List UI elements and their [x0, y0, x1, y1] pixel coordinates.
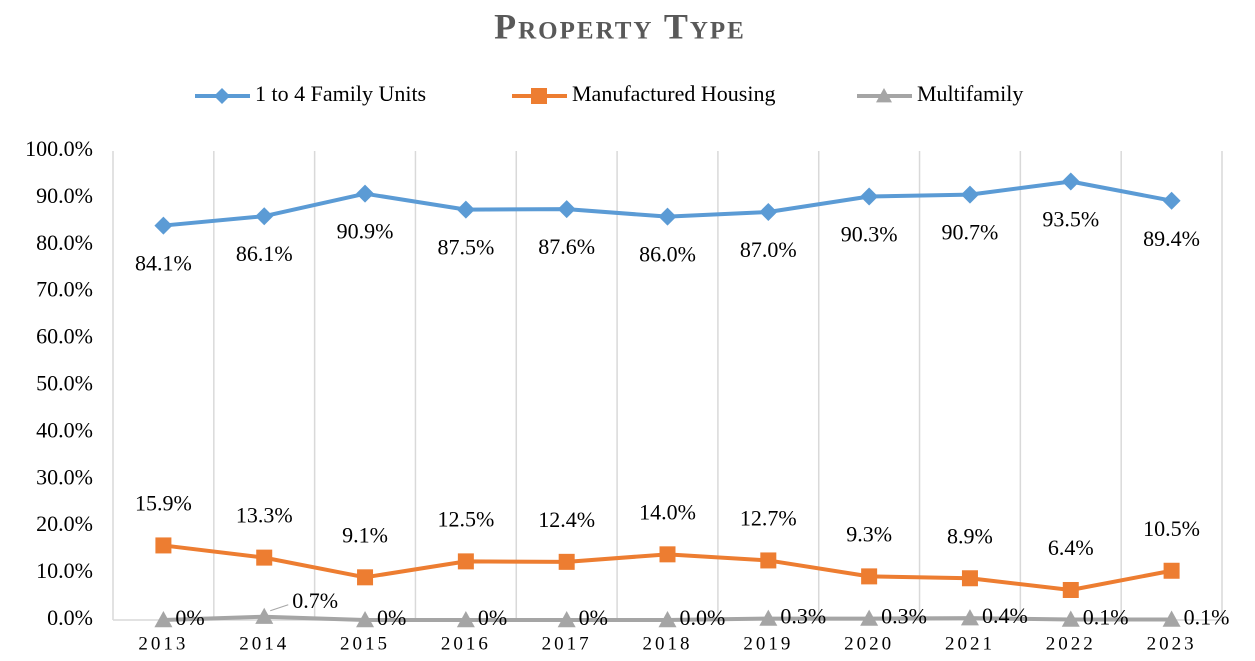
data-label: 84.1% [135, 251, 192, 276]
data-point [1062, 581, 1079, 598]
data-point [356, 184, 375, 203]
x-tick-label: 2020 [844, 633, 894, 654]
data-label: 0% [478, 605, 507, 630]
data-label: 13.3% [236, 503, 293, 528]
data-point [1162, 610, 1181, 627]
data-point [861, 568, 878, 585]
legend-label: Manufactured Housing [572, 81, 775, 106]
data-point [255, 607, 274, 624]
data-point [759, 609, 778, 626]
data-point [456, 200, 475, 219]
y-tick-label: 40.0% [36, 417, 93, 442]
data-label: 90.3% [841, 222, 898, 247]
legend-marker [876, 88, 892, 103]
x-tick-label: 2016 [441, 633, 491, 654]
data-label: 0% [175, 605, 204, 630]
legend-label: Multifamily [917, 81, 1023, 106]
data-label: 12.7% [740, 505, 797, 530]
data-label: 0.0% [680, 605, 726, 630]
data-label: 0.1% [1083, 605, 1129, 630]
data-point [356, 611, 375, 628]
data-point [960, 609, 979, 626]
data-point [658, 207, 677, 226]
x-tick-label: 2015 [340, 633, 390, 654]
data-label: 0.3% [881, 604, 927, 629]
leader-line [270, 604, 289, 612]
data-label: 90.7% [942, 220, 999, 245]
data-label: 87.5% [437, 235, 494, 260]
data-point [961, 570, 978, 587]
x-tick-label: 2019 [743, 633, 793, 654]
data-label: 86.0% [639, 242, 696, 267]
legend-label: 1 to 4 Family Units [255, 81, 426, 106]
data-point [658, 611, 677, 628]
data-point [1061, 610, 1080, 627]
legend-marker [531, 88, 547, 104]
data-label: 89.4% [1143, 226, 1200, 251]
x-tick-label: 2014 [239, 633, 289, 654]
data-label: 0.7% [292, 588, 338, 613]
data-label: 14.0% [639, 499, 696, 524]
y-tick-label: 60.0% [36, 324, 93, 349]
x-tick-label: 2018 [643, 633, 693, 654]
data-point [860, 187, 879, 206]
y-tick-label: 50.0% [36, 371, 93, 396]
y-tick-label: 70.0% [36, 277, 93, 302]
data-point [456, 611, 475, 628]
data-label: 93.5% [1042, 207, 1099, 232]
data-point [1162, 191, 1181, 210]
data-point [557, 200, 576, 219]
data-point [155, 537, 172, 554]
data-label: 9.3% [846, 521, 892, 546]
data-point [659, 546, 676, 563]
data-label: 0% [377, 605, 406, 630]
data-point [1061, 172, 1080, 191]
x-tick-label: 2023 [1147, 633, 1197, 654]
data-point [255, 207, 274, 226]
data-point [960, 185, 979, 204]
data-label: 9.1% [342, 522, 388, 547]
y-tick-label: 30.0% [36, 464, 93, 489]
y-tick-label: 90.0% [36, 183, 93, 208]
data-label: 87.6% [538, 234, 595, 259]
data-label: 90.9% [337, 219, 394, 244]
x-tick-label: 2013 [138, 633, 188, 654]
data-label: 0.1% [1184, 605, 1230, 630]
y-tick-label: 10.0% [36, 558, 93, 583]
data-label: 86.1% [236, 241, 293, 266]
y-tick-label: 100.0% [25, 136, 93, 161]
data-point [558, 553, 575, 570]
data-point [457, 553, 474, 570]
data-label: 12.5% [437, 506, 494, 531]
data-label: 6.4% [1048, 535, 1094, 560]
y-tick-label: 80.0% [36, 230, 93, 255]
chart-title: Property Type [494, 6, 746, 46]
data-label: 87.0% [740, 237, 797, 262]
data-point [1163, 562, 1180, 579]
data-label: 15.9% [135, 490, 192, 515]
data-label: 0% [579, 605, 608, 630]
data-point [860, 609, 879, 626]
data-label: 8.9% [947, 523, 993, 548]
data-label: 10.5% [1143, 516, 1200, 541]
data-label: 0.3% [780, 604, 826, 629]
data-point [760, 552, 777, 569]
data-point [154, 611, 173, 628]
data-point [759, 202, 778, 221]
data-point [357, 569, 374, 586]
data-label: 12.4% [538, 507, 595, 532]
x-tick-label: 2022 [1046, 633, 1096, 654]
legend-marker [214, 88, 230, 104]
data-point [154, 216, 173, 235]
data-point [256, 549, 273, 566]
y-tick-label: 0.0% [47, 605, 93, 630]
x-tick-label: 2017 [542, 633, 592, 654]
y-tick-label: 20.0% [36, 511, 93, 536]
x-tick-label: 2021 [945, 633, 995, 654]
data-point [557, 611, 576, 628]
data-label: 0.4% [982, 603, 1028, 628]
